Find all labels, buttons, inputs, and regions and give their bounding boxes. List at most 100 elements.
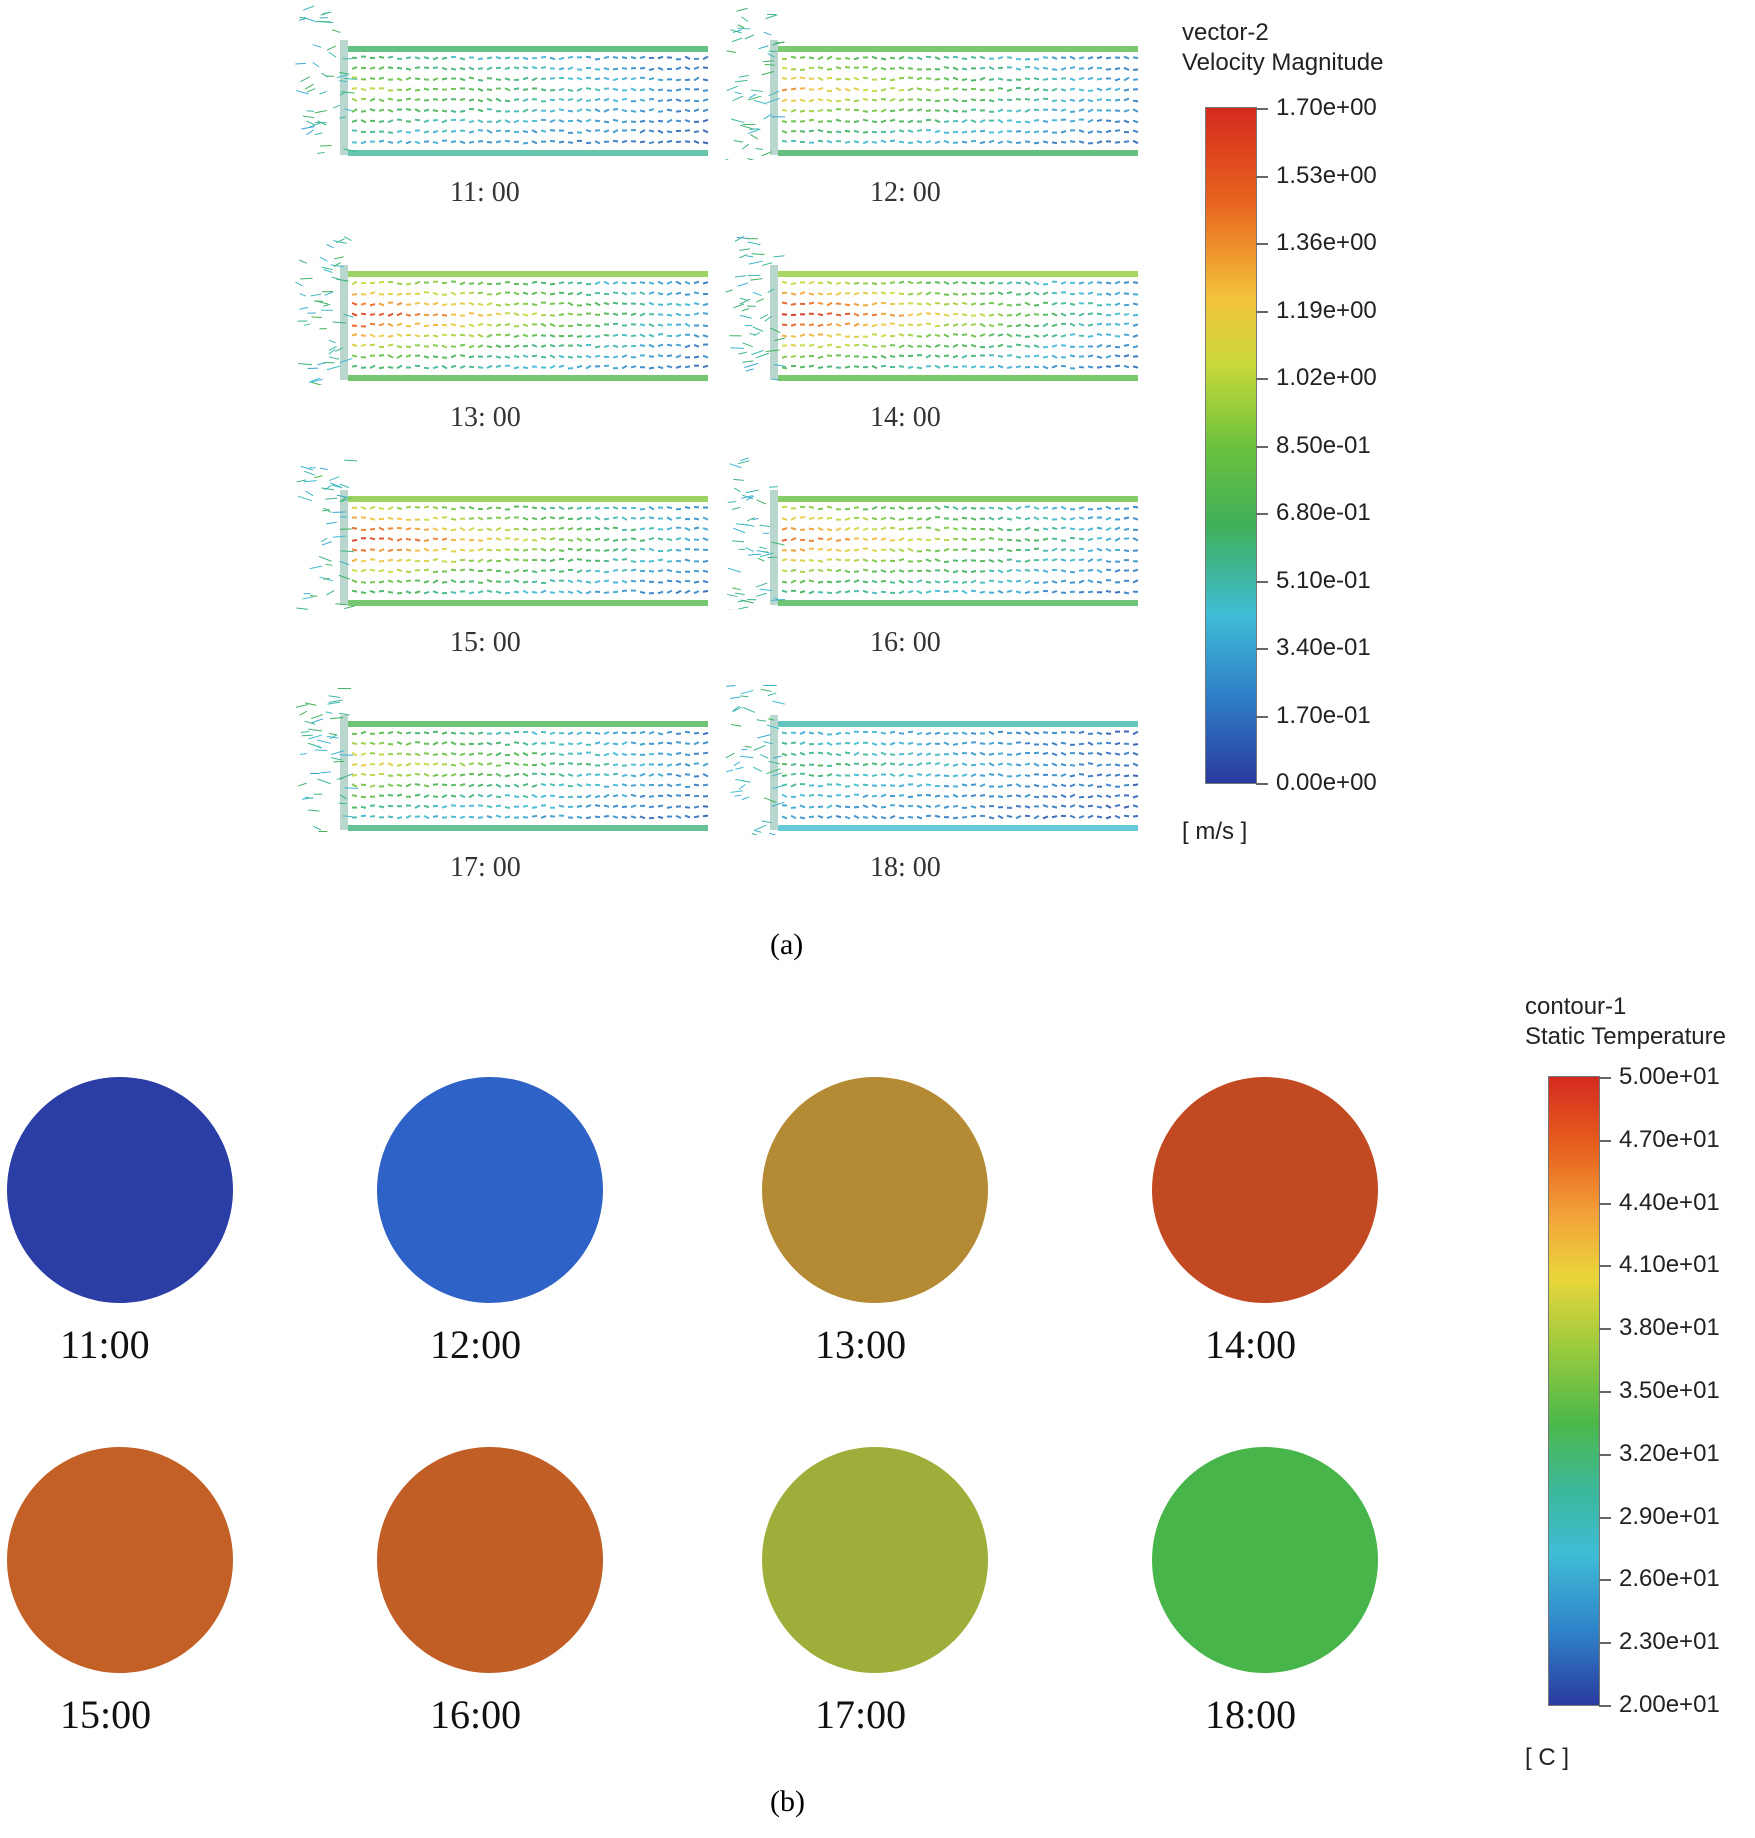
flow-vector	[988, 816, 995, 820]
flow-vector	[432, 66, 439, 69]
inlet-vector	[299, 16, 309, 20]
flow-vector	[603, 129, 610, 133]
flow-vector	[441, 805, 448, 809]
flow-vector	[997, 130, 1004, 134]
flow-vector	[513, 312, 520, 317]
inlet-vector	[727, 501, 737, 503]
velocity-frame: 17: 00	[290, 675, 710, 883]
flow-vector	[369, 291, 376, 295]
inlet-vector	[760, 688, 772, 693]
flow-vector	[567, 506, 574, 510]
inlet-vector	[328, 695, 341, 698]
inlet-vector	[314, 475, 323, 479]
inlet-vector	[334, 347, 343, 352]
flow-vector	[540, 558, 547, 562]
flow-vector	[549, 537, 556, 541]
flow-vector	[360, 568, 367, 573]
inlet-vector	[322, 509, 331, 512]
flow-vector	[1123, 108, 1130, 113]
flow-vector	[513, 87, 520, 91]
flow-vector	[360, 516, 367, 519]
flow-vector	[1033, 77, 1040, 81]
inlet-vector	[325, 711, 333, 714]
flow-vector	[621, 364, 628, 370]
flow-vector	[1087, 537, 1094, 542]
flow-vector	[934, 580, 941, 584]
flow-vector	[450, 794, 457, 798]
inlet-vector	[310, 714, 323, 720]
flow-vector	[675, 589, 682, 595]
temperature-contour-disc	[762, 1077, 988, 1303]
flow-vector	[603, 804, 610, 808]
flow-vector	[603, 570, 610, 574]
flow-vector	[871, 517, 878, 521]
flow-vector	[1033, 568, 1040, 572]
flow-vector	[907, 365, 914, 369]
flow-vector	[657, 292, 664, 296]
flow-vector	[1024, 291, 1031, 296]
flow-vector	[1033, 291, 1040, 296]
flow-vector	[423, 580, 430, 584]
inlet-vector	[330, 757, 343, 761]
inlet-vector	[750, 89, 764, 92]
flow-vector	[531, 312, 538, 316]
flow-vector	[997, 98, 1004, 102]
inlet-vector	[314, 110, 327, 114]
flow-vector	[495, 312, 502, 316]
inlet-vector	[325, 563, 333, 566]
flow-vector	[916, 783, 923, 788]
flow-vector	[817, 507, 824, 511]
flow-vector	[1078, 506, 1085, 510]
inlet-vector	[737, 460, 750, 465]
flow-vector	[952, 763, 959, 767]
flow-vector	[817, 313, 824, 317]
flow-vector	[997, 302, 1004, 306]
inlet-vector	[320, 771, 331, 774]
flow-vector	[666, 108, 673, 112]
flow-vector	[898, 280, 905, 284]
flow-vector	[684, 814, 691, 819]
flow-vector	[997, 291, 1004, 296]
flow-vector	[1114, 312, 1121, 316]
flow-vector	[567, 88, 574, 92]
flow-vector	[871, 109, 878, 113]
flow-vector	[459, 67, 466, 71]
flow-vector	[558, 140, 565, 144]
inlet-vector	[344, 605, 355, 610]
flow-vector	[853, 814, 860, 820]
flow-vector	[1069, 140, 1076, 143]
flow-vector	[997, 364, 1004, 369]
flow-vector	[468, 355, 475, 359]
flow-vector	[495, 66, 502, 70]
temperature-contour-disc	[377, 1077, 603, 1303]
flow-vector	[540, 794, 547, 799]
inlet-vector	[753, 766, 763, 772]
flow-vector	[666, 548, 673, 552]
flow-vector	[943, 505, 950, 509]
flow-vector	[1087, 762, 1094, 765]
flow-vector	[952, 281, 959, 285]
flow-vector	[486, 589, 493, 593]
temperature-tick-mark	[1599, 1202, 1611, 1205]
flow-vector	[961, 57, 968, 60]
flow-vector	[612, 118, 619, 122]
flow-vector	[1078, 281, 1085, 285]
velocity-tick-mark	[1256, 648, 1268, 650]
flow-vector	[952, 323, 959, 327]
flow-vector	[1087, 783, 1094, 788]
flow-vector	[970, 302, 977, 306]
velocity-frame-time: 18: 00	[870, 852, 941, 883]
flow-vector	[432, 301, 439, 306]
flow-vector	[862, 580, 869, 584]
flow-vector	[549, 364, 556, 370]
flow-vector	[781, 815, 788, 820]
flow-vector	[871, 98, 878, 102]
flow-vector	[450, 364, 457, 369]
flow-vector	[675, 579, 682, 584]
flow-vector	[702, 751, 709, 755]
flow-vector	[432, 753, 439, 756]
flow-vector	[405, 313, 412, 317]
flow-vector	[952, 66, 959, 71]
flow-vector	[432, 365, 439, 370]
flow-vector	[1015, 109, 1022, 113]
